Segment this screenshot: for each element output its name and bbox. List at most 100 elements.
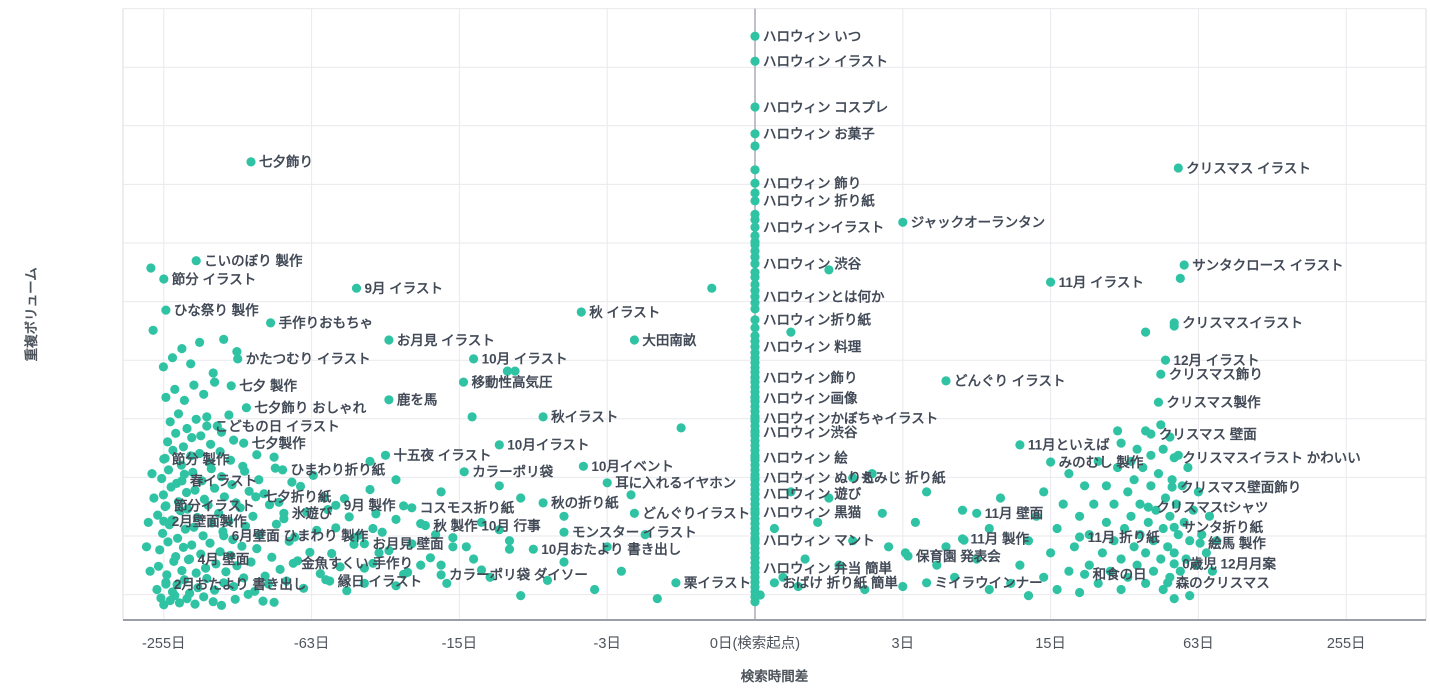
- data-point[interactable]: [159, 516, 169, 526]
- data-point[interactable]: [187, 433, 197, 443]
- data-point[interactable]: [1116, 584, 1126, 595]
- data-point[interactable]: [834, 560, 844, 570]
- data-point[interactable]: [278, 465, 288, 475]
- data-point[interactable]: [250, 586, 260, 596]
- data-point[interactable]: [1158, 584, 1168, 595]
- data-point[interactable]: [1109, 536, 1119, 546]
- data-point[interactable]: [207, 518, 217, 528]
- data-point[interactable]: [1126, 511, 1136, 521]
- data-point[interactable]: [351, 283, 362, 293]
- data-point[interactable]: [1156, 420, 1166, 430]
- data-point[interactable]: [442, 578, 452, 589]
- data-point[interactable]: [216, 472, 227, 482]
- data-point[interactable]: [469, 554, 479, 564]
- data-point[interactable]: [1097, 548, 1107, 558]
- data-point[interactable]: [224, 410, 234, 420]
- data-point[interactable]: [179, 395, 189, 405]
- data-point[interactable]: [157, 473, 167, 484]
- data-point[interactable]: [232, 347, 242, 357]
- data-point[interactable]: [461, 542, 471, 552]
- data-point[interactable]: [1015, 440, 1025, 450]
- data-point[interactable]: [153, 561, 164, 571]
- data-point[interactable]: [260, 571, 270, 581]
- data-point[interactable]: [210, 585, 220, 595]
- data-point[interactable]: [177, 344, 187, 354]
- data-point[interactable]: [448, 542, 458, 552]
- data-point[interactable]: [1197, 530, 1207, 540]
- data-point[interactable]: [813, 517, 823, 528]
- data-point[interactable]: [1146, 450, 1156, 460]
- data-point[interactable]: [147, 469, 157, 479]
- data-point[interactable]: [1132, 560, 1142, 570]
- data-point[interactable]: [342, 586, 352, 596]
- data-point[interactable]: [910, 517, 921, 528]
- data-point[interactable]: [957, 505, 968, 515]
- data-point[interactable]: [1183, 462, 1193, 473]
- data-point[interactable]: [1064, 566, 1074, 576]
- data-point[interactable]: [1129, 475, 1139, 485]
- data-point[interactable]: [161, 305, 171, 315]
- data-point[interactable]: [167, 587, 178, 597]
- data-point[interactable]: [1185, 591, 1195, 601]
- data-point[interactable]: [941, 376, 951, 386]
- data-point[interactable]: [339, 494, 350, 504]
- data-point[interactable]: [1126, 456, 1136, 466]
- data-point[interactable]: [1132, 444, 1142, 454]
- data-point[interactable]: [538, 498, 548, 508]
- data-point[interactable]: [922, 578, 932, 588]
- data-point[interactable]: [1156, 369, 1166, 379]
- data-point[interactable]: [199, 494, 209, 504]
- data-point[interactable]: [542, 575, 553, 586]
- data-point[interactable]: [159, 274, 169, 284]
- data-point[interactable]: [241, 403, 251, 413]
- data-point[interactable]: [1116, 554, 1126, 564]
- data-point[interactable]: [264, 500, 275, 510]
- data-point[interactable]: [197, 476, 207, 486]
- data-point[interactable]: [175, 506, 185, 516]
- data-point[interactable]: [161, 501, 171, 511]
- data-point[interactable]: [377, 527, 387, 537]
- data-point[interactable]: [467, 412, 477, 422]
- data-point[interactable]: [216, 600, 227, 611]
- data-point[interactable]: [312, 525, 322, 535]
- data-point[interactable]: [538, 412, 548, 422]
- data-point[interactable]: [1151, 505, 1161, 515]
- data-point[interactable]: [237, 541, 247, 551]
- data-point[interactable]: [1169, 522, 1179, 532]
- data-point[interactable]: [349, 533, 359, 543]
- data-point[interactable]: [252, 450, 262, 460]
- data-point[interactable]: [469, 354, 479, 364]
- data-point[interactable]: [182, 504, 193, 514]
- data-point[interactable]: [177, 476, 187, 486]
- data-point[interactable]: [327, 548, 337, 559]
- data-point[interactable]: [299, 583, 309, 593]
- data-point[interactable]: [1138, 462, 1148, 473]
- data-point[interactable]: [750, 507, 760, 517]
- data-point[interactable]: [244, 486, 254, 496]
- data-point[interactable]: [1084, 560, 1094, 570]
- data-point[interactable]: [778, 572, 788, 582]
- data-point[interactable]: [576, 307, 586, 317]
- data-point[interactable]: [602, 542, 612, 552]
- data-point[interactable]: [559, 511, 569, 521]
- data-point[interactable]: [267, 552, 277, 562]
- data-point[interactable]: [319, 492, 329, 502]
- data-point[interactable]: [504, 544, 515, 554]
- data-point[interactable]: [494, 440, 504, 450]
- data-point[interactable]: [1165, 432, 1175, 442]
- data-point[interactable]: [305, 547, 315, 557]
- data-point[interactable]: [1023, 536, 1034, 546]
- data-point[interactable]: [1080, 569, 1090, 579]
- data-point[interactable]: [186, 451, 196, 461]
- data-point[interactable]: [1185, 536, 1195, 546]
- data-point[interactable]: [153, 510, 163, 520]
- data-point[interactable]: [750, 196, 760, 206]
- data-point[interactable]: [972, 508, 982, 518]
- data-point[interactable]: [877, 508, 887, 518]
- data-point[interactable]: [1169, 559, 1179, 569]
- data-point[interactable]: [374, 548, 384, 558]
- labeled-data-points[interactable]: [159, 31, 1205, 589]
- data-point[interactable]: [1101, 481, 1111, 491]
- data-point[interactable]: [158, 528, 168, 539]
- data-point[interactable]: [170, 384, 180, 394]
